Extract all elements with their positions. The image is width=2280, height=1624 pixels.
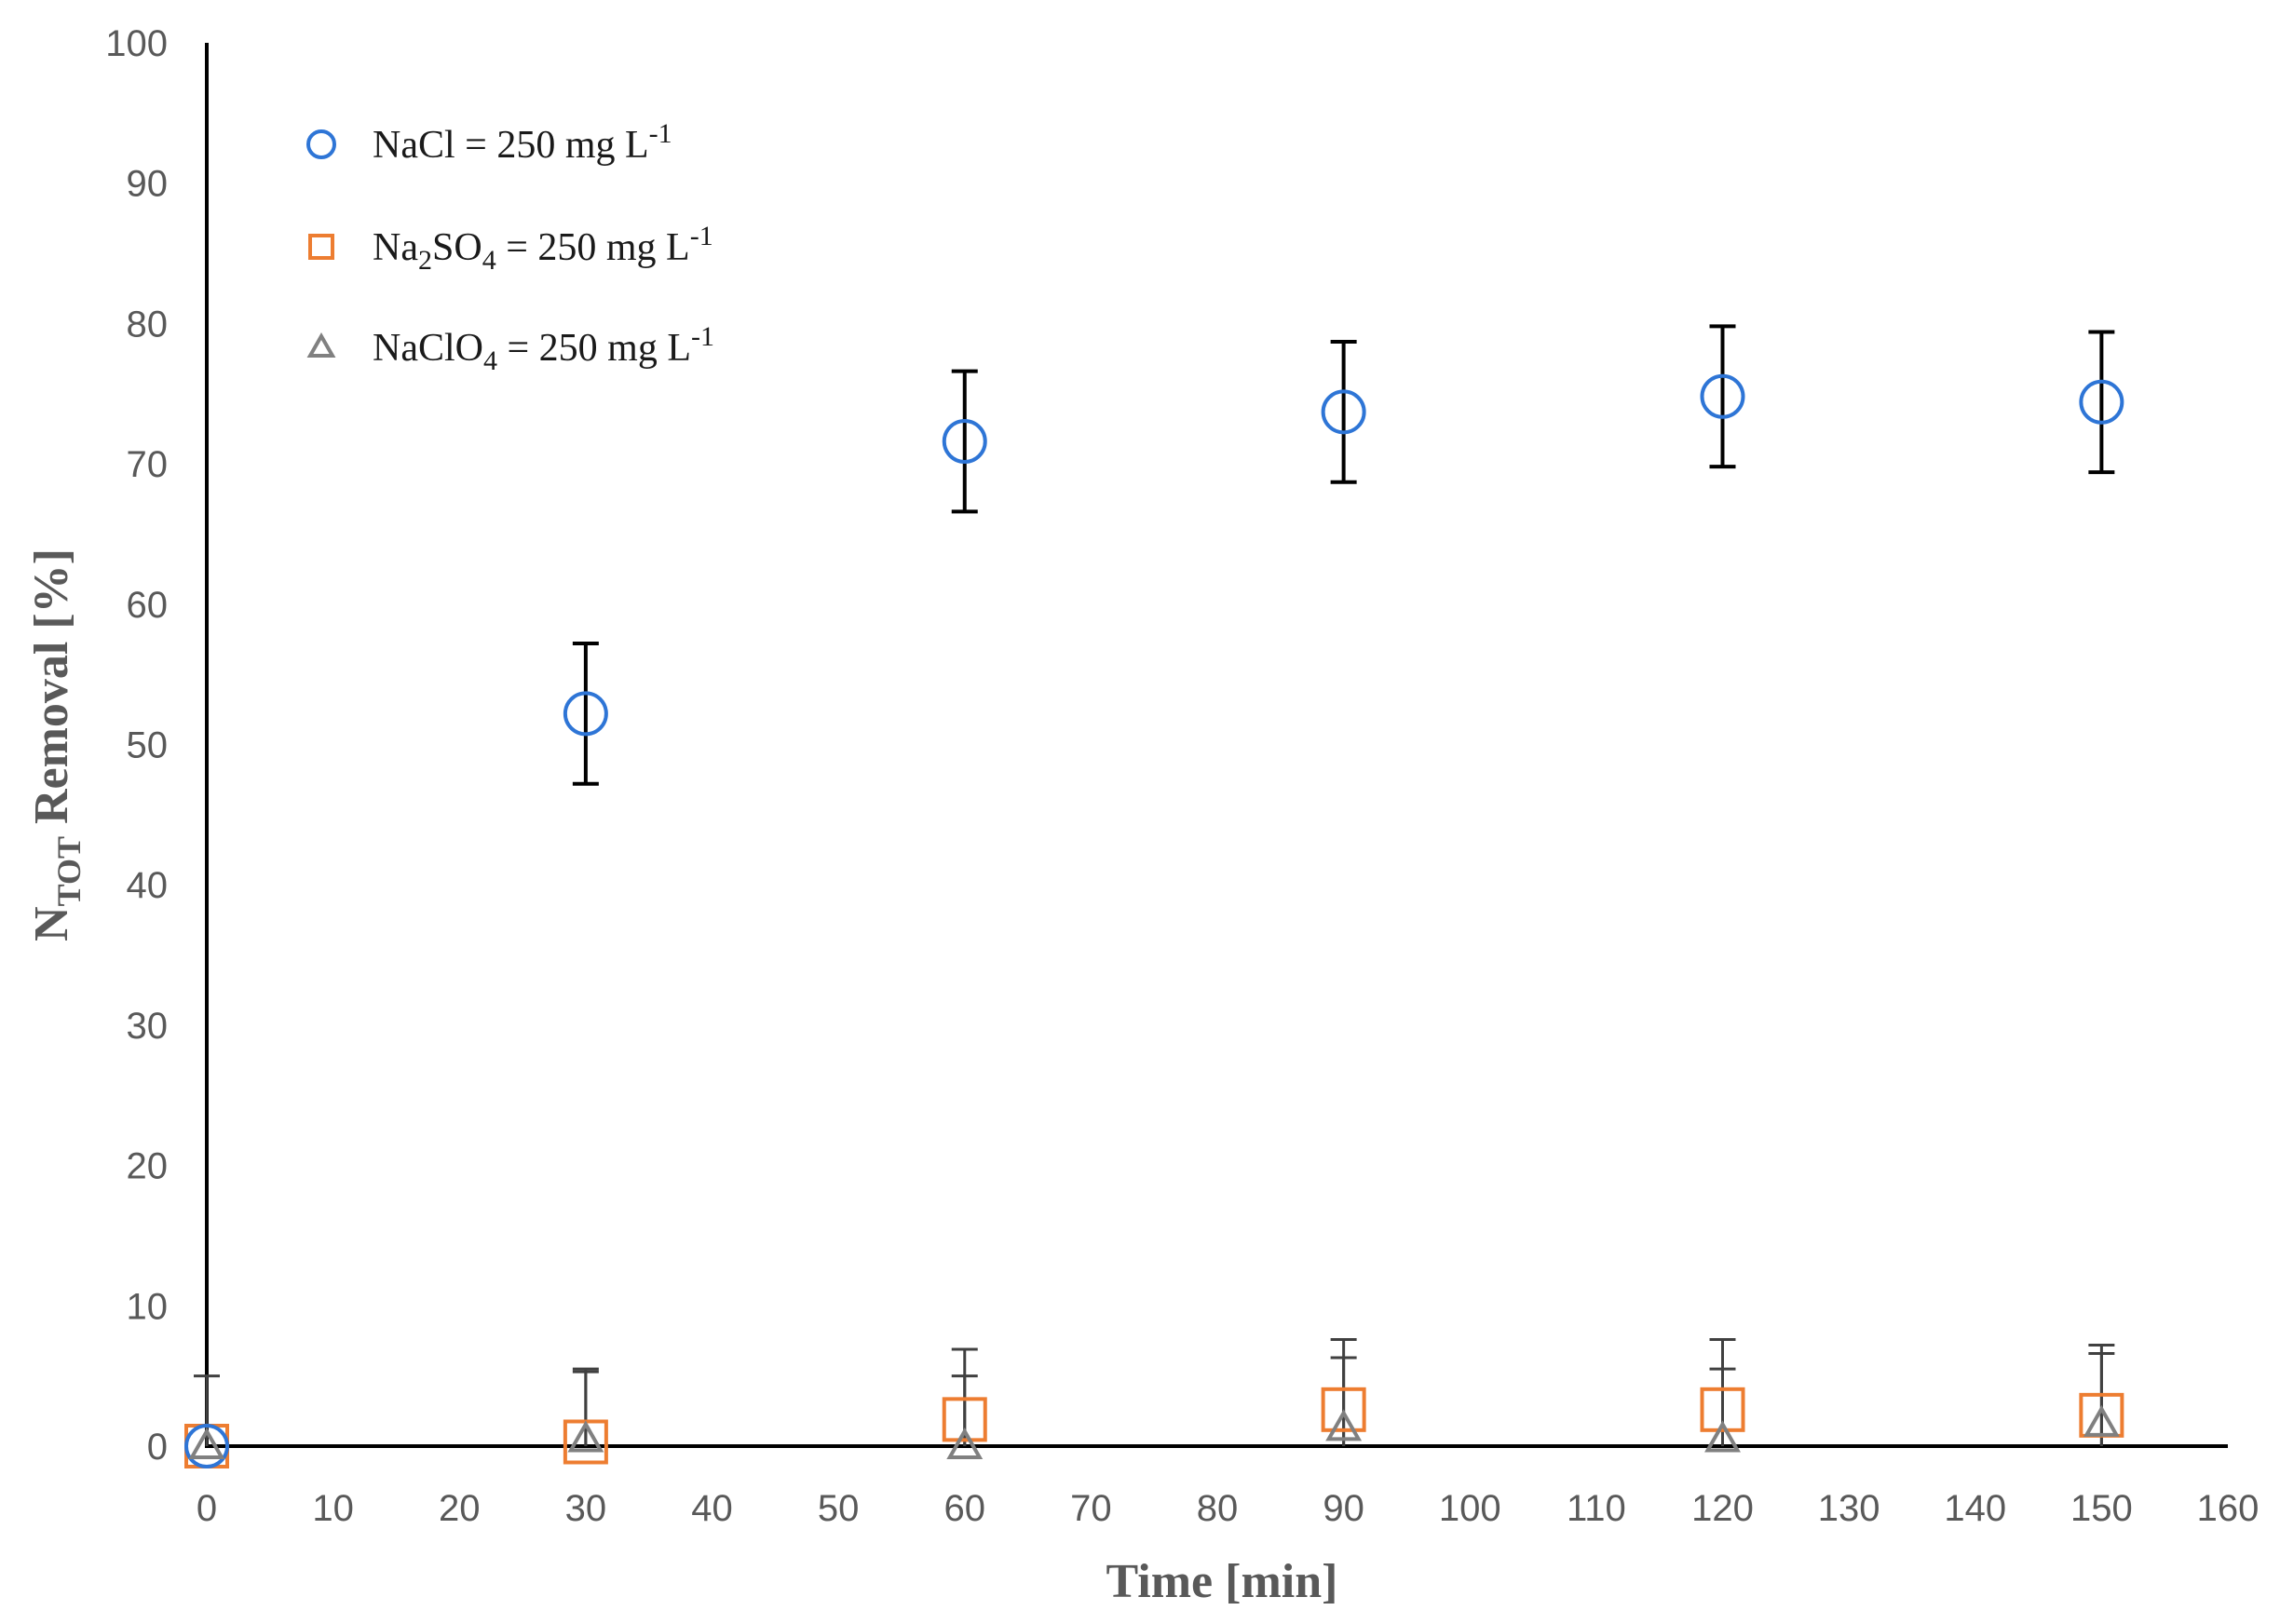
x-tick-label: 70: [1070, 1488, 1112, 1529]
y-axis-title-subscript: TOT: [50, 836, 88, 906]
legend-item: NaClO4 = 250 mg L-1: [306, 321, 714, 376]
x-tick-label: 30: [565, 1488, 607, 1529]
x-axis-title: Time [min]: [1106, 1555, 1338, 1608]
y-tick-label: 0: [147, 1427, 168, 1468]
x-tick-label: 20: [439, 1488, 481, 1529]
x-tick-label: 80: [1197, 1488, 1239, 1529]
x-tick-label: 60: [944, 1488, 986, 1529]
y-axis-title: NTOT Removal [%]: [25, 548, 88, 941]
y-tick-label: 20: [127, 1146, 169, 1187]
legend-marker-triangle: [306, 332, 336, 358]
x-tick-label: 0: [197, 1488, 217, 1529]
x-tick-label: 110: [1567, 1488, 1626, 1529]
legend: NaCl = 250 mg L-1 Na2SO4 = 250 mg L-1 NaCl…: [306, 118, 714, 376]
x-tick-label: 100: [1439, 1488, 1501, 1529]
y-tick-label: 40: [127, 865, 169, 906]
data-point-circle: [184, 1424, 229, 1468]
legend-label: NaCl = 250 mg L-1: [373, 118, 672, 167]
axes-group: [205, 43, 2228, 1448]
data-point-triangle: [567, 1420, 604, 1453]
x-tick-label: 90: [1323, 1488, 1364, 1529]
data-point-circle: [1700, 373, 1745, 419]
data-point-square: [1700, 1387, 1745, 1432]
legend-marker-square: [308, 234, 334, 260]
x-tick-label: 50: [818, 1488, 860, 1529]
data-point-triangle: [1325, 1409, 1363, 1441]
x-tick-label: 130: [1818, 1488, 1880, 1529]
y-tick-label: 100: [105, 23, 168, 64]
y-tick-label: 80: [127, 304, 169, 345]
y-tick-label: 60: [127, 585, 169, 626]
legend-item: Na2SO4 = 250 mg L-1: [308, 221, 713, 276]
error-bars-group: [194, 324, 2115, 1446]
data-point-circle: [563, 691, 608, 737]
data-point-circle: [942, 418, 987, 464]
y-tick-label: 50: [127, 725, 169, 766]
data-point-triangle: [2083, 1404, 2120, 1437]
data-point-square: [942, 1397, 987, 1442]
y-axis-title-rest: Removal [%]: [25, 548, 78, 836]
x-tick-label: 140: [1944, 1488, 2006, 1529]
x-tick-label: 150: [2070, 1488, 2133, 1529]
x-tick-label: 160: [2197, 1488, 2260, 1529]
x-tick-label: 120: [1691, 1488, 1754, 1529]
data-points-group: [184, 373, 2124, 1468]
legend-marker-circle: [306, 129, 336, 159]
data-point-circle: [1321, 389, 1366, 435]
y-axis-title-main: N: [25, 906, 78, 941]
y-tick-label: 30: [127, 1006, 169, 1047]
y-tick-label: 90: [127, 164, 169, 205]
y-tick-label: 10: [127, 1286, 169, 1327]
x-tick-label: 10: [312, 1488, 354, 1529]
tick-labels-group: 0 10 20 30 40 50 60 70 80 90 100 0 10 20 30 40 50 60 70 80 9…: [105, 23, 2259, 1529]
y-tick-label: 70: [127, 444, 169, 485]
x-tick-label: 40: [691, 1488, 733, 1529]
data-point-triangle: [1704, 1420, 1741, 1453]
legend-label: NaClO4 = 250 mg L-1: [373, 321, 714, 376]
legend-label: Na2SO4 = 250 mg L-1: [373, 221, 713, 276]
data-point-triangle: [188, 1427, 225, 1459]
data-point-triangle: [946, 1427, 984, 1459]
data-point-circle: [2079, 379, 2124, 425]
data-point-square: [1321, 1387, 1366, 1432]
legend-item: NaCl = 250 mg L-1: [306, 118, 672, 167]
